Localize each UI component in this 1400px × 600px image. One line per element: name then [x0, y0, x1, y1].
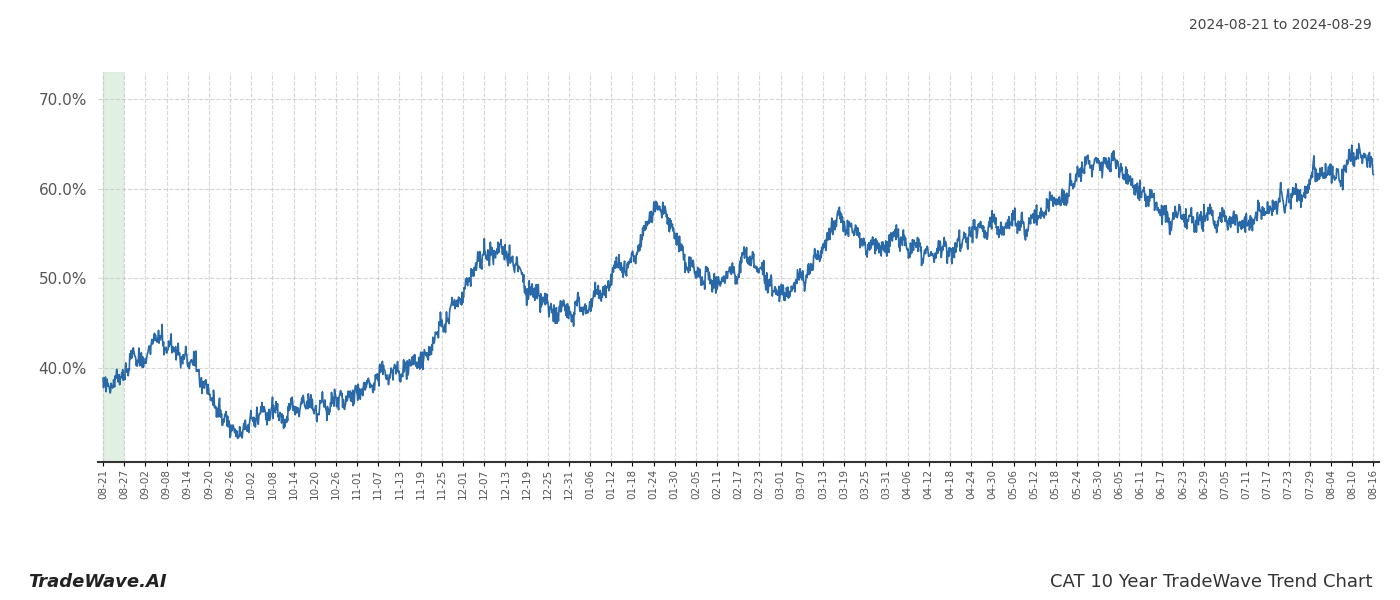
Bar	[102, 72, 123, 462]
Text: 2024-08-21 to 2024-08-29: 2024-08-21 to 2024-08-29	[1189, 18, 1372, 32]
Text: TradeWave.AI: TradeWave.AI	[28, 573, 167, 591]
Text: CAT 10 Year TradeWave Trend Chart: CAT 10 Year TradeWave Trend Chart	[1050, 573, 1372, 591]
